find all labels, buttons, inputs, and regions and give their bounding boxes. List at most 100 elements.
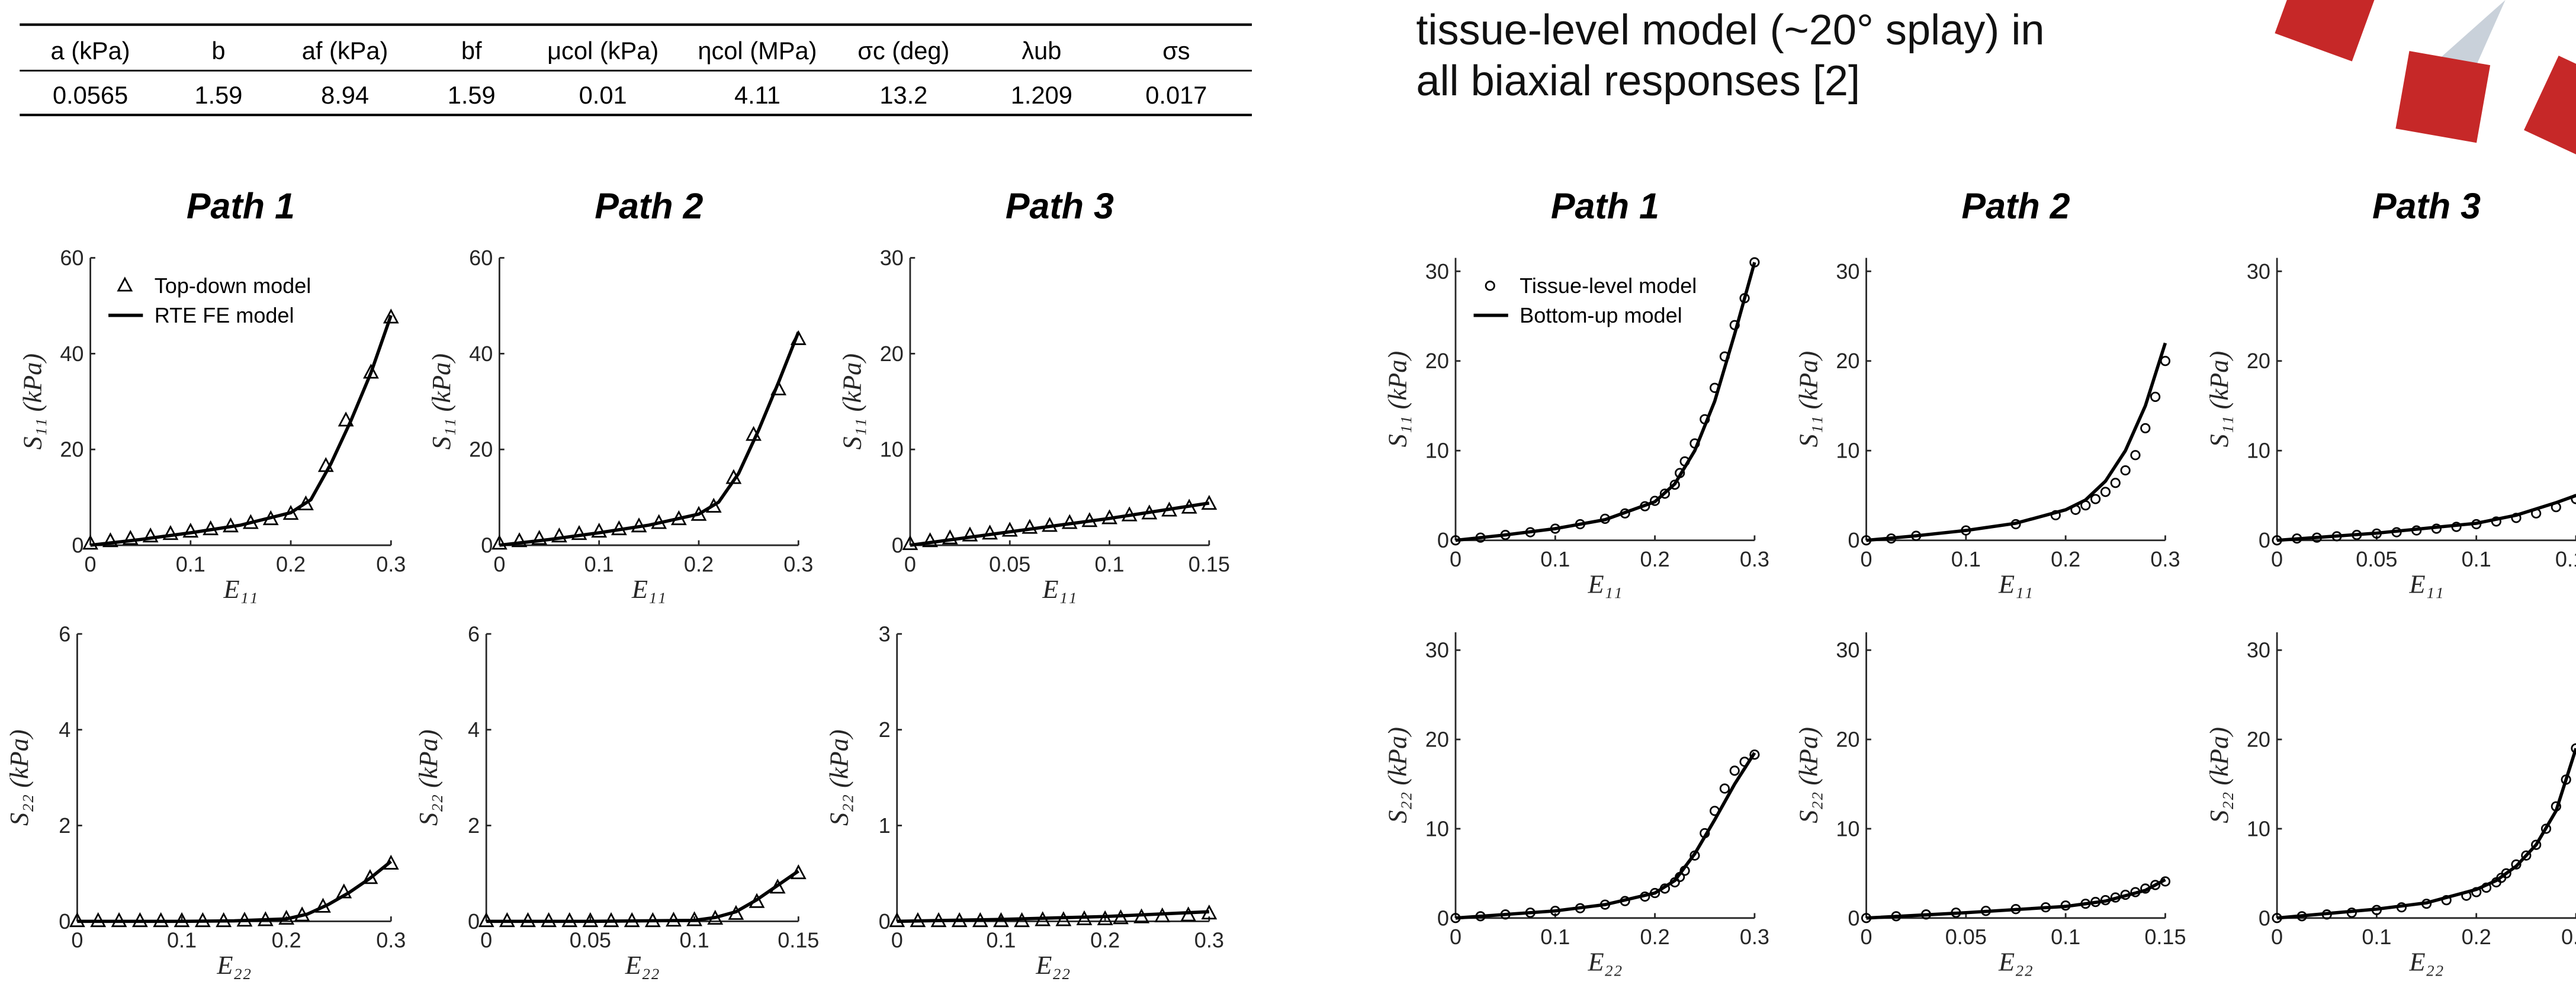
table-cell: 1.59 (448, 81, 496, 109)
x-axis-label: E₂₂ (1035, 950, 1070, 980)
point (922, 532, 938, 548)
y-tick-label: 20 (60, 437, 83, 462)
x-tick-label: 0 (71, 928, 83, 952)
point (162, 525, 179, 540)
y-tick-label: 0 (72, 533, 83, 558)
y-tick-label: 20 (1425, 728, 1449, 752)
x-tick-label: 0.2 (684, 552, 714, 576)
y-tick-label: 0 (1437, 528, 1449, 552)
x-tick-label: 0.3 (1740, 925, 1769, 949)
point (2571, 494, 2576, 504)
y-tick-label: 0 (2259, 528, 2270, 552)
y-tick-label: 2 (468, 813, 480, 838)
chart: 0 0.1 0.2 0.3 0 1 2 3 E₂₂ S₂₂ (kPa) (824, 622, 1224, 980)
x-tick-label: 0.1 (2051, 925, 2080, 949)
x-tick-label: 0 (2271, 925, 2283, 949)
x-tick-label: 0 (1860, 547, 1872, 571)
point (336, 883, 352, 899)
chart-title: Path 1 (187, 186, 295, 226)
chart-title: Path 3 (2372, 186, 2481, 226)
table-cell: 13.2 (879, 81, 927, 109)
point (2571, 743, 2576, 754)
point (1729, 765, 1740, 776)
x-tick-label: 0.1 (176, 552, 205, 576)
table-cell: 8.94 (321, 81, 369, 109)
point (383, 308, 399, 324)
y-tick-label: 30 (2247, 259, 2270, 284)
y-tick-label: 60 (60, 246, 83, 270)
x-axis-label: E₂₂ (216, 950, 251, 980)
y-tick-label: 10 (2247, 439, 2270, 463)
series-line (1455, 262, 1756, 542)
y-tick-label: 2 (879, 717, 891, 742)
x-tick-label: 0.15 (778, 928, 819, 952)
fiber-patch (2395, 51, 2491, 143)
y-tick-label: 20 (880, 342, 904, 366)
chart-title: Path 2 (1961, 186, 2070, 226)
x-tick-label: 0 (2271, 547, 2283, 571)
chart-title: Path 3 (1006, 186, 1114, 226)
x-axis-label: E₂₂ (1998, 947, 2033, 977)
y-axis-label: S₁₁ (kPa) (1383, 351, 1412, 448)
y-tick-label: 0 (481, 533, 493, 558)
x-tick-label: 0.15 (1189, 552, 1230, 576)
fiber-icons (2275, 0, 2576, 158)
point (2540, 823, 2552, 834)
table-header: σs (1162, 37, 1190, 65)
point (2130, 450, 2141, 461)
chart: 0 0.05 0.1 0.15 0 10 20 30 Path 3 E₁₁ S₁₁ (kPa) (837, 186, 1230, 604)
table-header: λub (1022, 37, 1061, 65)
fiber-patch (2524, 56, 2576, 158)
x-axis-label: E₁₁ (1042, 574, 1077, 604)
y-tick-label: 30 (1836, 638, 1859, 662)
x-tick-label: 0.3 (1194, 928, 1224, 952)
point (1649, 495, 1660, 506)
point (2120, 465, 2131, 476)
y-tick-label: 30 (1425, 259, 1449, 284)
y-tick-label: 0 (879, 909, 891, 934)
x-axis-label: E₁₁ (1587, 569, 1622, 599)
point (1749, 749, 1760, 760)
y-tick-label: 3 (879, 622, 891, 646)
y-axis-label: S₂₂ (kPa) (4, 729, 34, 826)
x-tick-label: 0.1 (1951, 547, 1981, 571)
x-axis-label: E₂₂ (625, 950, 660, 980)
table-header: af (kPa) (302, 37, 388, 65)
chart: 0 0.1 0.2 0.3 0 10 20 30 E₂₂ S₂₂ (kPa) (2204, 632, 2576, 977)
chart: 0 0.1 0.2 0.3 0 20 40 60 Path 1 E₁₁ S₁₁ (kPa) Top-d… (17, 186, 406, 604)
y-tick-label: 30 (1836, 259, 1859, 284)
table-cell: 1.59 (194, 81, 242, 109)
y-axis-label: S₂₂ (kPa) (1793, 727, 1823, 823)
x-tick-label: 0.3 (376, 928, 406, 952)
series-line (2276, 494, 2576, 542)
y-tick-label: 30 (880, 246, 904, 270)
series-line (90, 314, 393, 547)
point (1669, 479, 1680, 490)
y-tick-label: 60 (469, 246, 493, 270)
chart: 0 0.1 0.2 0.3 0 20 40 60 Path 2 E₁₁ S₁₁ (kPa) (426, 186, 813, 604)
point (571, 525, 587, 540)
point (1001, 522, 1018, 537)
x-tick-label: 0 (493, 552, 505, 576)
point (102, 532, 118, 548)
y-tick-label: 0 (1848, 528, 1859, 552)
x-tick-label: 0.3 (1740, 547, 1769, 571)
fiber-patch (2275, 0, 2375, 62)
y-tick-label: 10 (880, 437, 904, 462)
chart-title: Path 1 (1551, 186, 1659, 226)
table-header: b (211, 37, 225, 65)
y-tick-label: 1 (879, 813, 891, 838)
y-tick-label: 40 (60, 342, 83, 366)
y-axis-label: S₁₁ (kPa) (2204, 351, 2234, 448)
x-tick-label: 0.1 (1094, 552, 1124, 576)
x-axis-label: E₂₂ (2409, 947, 2444, 977)
y-tick-label: 30 (2247, 638, 2270, 662)
x-tick-label: 0.3 (2150, 547, 2180, 571)
y-tick-label: 20 (1836, 728, 1859, 752)
y-axis-label: S₂₂ (kPa) (824, 729, 854, 826)
y-tick-label: 0 (468, 909, 480, 934)
x-axis-label: E₂₂ (1587, 947, 1622, 977)
point (511, 532, 528, 548)
point (902, 535, 918, 551)
icon-beam (2431, 0, 2506, 74)
